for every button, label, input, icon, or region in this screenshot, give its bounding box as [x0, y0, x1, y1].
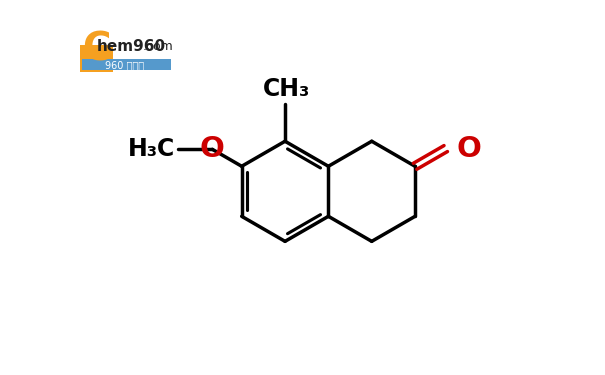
- Text: 960 化工网: 960 化工网: [105, 60, 145, 70]
- Text: hem960: hem960: [97, 39, 166, 54]
- Text: H₃C: H₃C: [128, 137, 175, 161]
- Text: O: O: [200, 135, 225, 164]
- FancyBboxPatch shape: [80, 35, 113, 72]
- Text: O: O: [457, 135, 482, 163]
- Text: C: C: [82, 31, 111, 69]
- FancyBboxPatch shape: [82, 58, 171, 70]
- Text: .com: .com: [143, 40, 174, 53]
- Text: CH₃: CH₃: [263, 77, 310, 101]
